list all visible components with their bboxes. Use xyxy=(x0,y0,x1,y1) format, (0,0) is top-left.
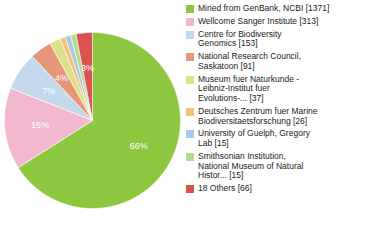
html-text:Mined from GenBank, NCBI [1371: Mined from GenBank, NCBI [1371] xyxy=(198,3,330,13)
html-text:Deutsches Zentrum fuer Marine: Deutsches Zentrum fuer Marine Biodiversi… xyxy=(198,105,318,126)
svg-text:4%: 4% xyxy=(55,73,68,83)
html-text:Centre for Biodiversity Genomi: Centre for Biodiversity Genomics [153] xyxy=(198,28,282,49)
svg-text:15%: 15% xyxy=(31,120,49,130)
html-text:University of Guelph, Gregory: University of Guelph, Gregory Lab [15] xyxy=(198,128,310,149)
html-text:Wellcome Sanger Institute [313: Wellcome Sanger Institute [313] xyxy=(198,15,319,26)
svg-text:66%: 66% xyxy=(130,141,148,151)
html-text:Museum fuer Naturkunde - Leibn: Museum fuer Naturkunde - Leibniz-Institu… xyxy=(198,73,300,104)
html-text:National Research Council, Sas: National Research Council, Saskatoon [91… xyxy=(198,51,301,71)
svg-text:3%: 3% xyxy=(81,63,94,73)
html-text:18 Others [66]: 18 Others [66] xyxy=(198,183,252,194)
html-text:Smithsonian Institution, Natio: Smithsonian Institution, National Museum… xyxy=(198,151,304,181)
svg-text:7%: 7% xyxy=(42,86,55,96)
